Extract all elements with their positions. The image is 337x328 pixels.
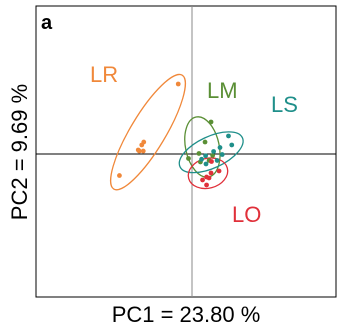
group-label-lr: LR xyxy=(90,62,118,87)
panel-label: a xyxy=(41,12,53,34)
point-ls-1 xyxy=(226,133,231,139)
point-lm-4 xyxy=(210,153,216,158)
group-label-ls: LS xyxy=(271,92,298,117)
point-lo-5 xyxy=(204,182,209,188)
point-lo-6 xyxy=(200,177,205,183)
point-ls-6 xyxy=(199,156,205,162)
score-points xyxy=(117,81,235,188)
point-ls-4 xyxy=(211,149,217,154)
point-ls-7 xyxy=(203,161,209,167)
group-label-lo: LO xyxy=(232,202,261,227)
point-lr-3 xyxy=(139,142,145,148)
point-ls-8 xyxy=(214,158,220,163)
point-ls-5 xyxy=(203,153,209,159)
point-lo-2 xyxy=(216,168,222,174)
ellipse-lo xyxy=(187,157,229,190)
point-lo-7 xyxy=(206,175,212,181)
point-lo-3 xyxy=(208,170,214,176)
ellipse-ls xyxy=(178,131,244,174)
x-axis-label: PC1 = 23.80 % xyxy=(112,302,261,327)
point-lr-7 xyxy=(117,173,122,178)
point-ls-2 xyxy=(229,142,235,148)
point-ls-9 xyxy=(219,152,225,157)
group-label-lm: LM xyxy=(207,78,238,103)
point-lr-6 xyxy=(136,148,142,154)
point-lr-5 xyxy=(140,148,146,154)
point-lo-1 xyxy=(209,159,214,164)
y-axis-label: PC2 = 9.69 % xyxy=(7,84,32,220)
point-lm-1 xyxy=(208,119,214,125)
point-ls-3 xyxy=(217,145,223,150)
ellipse-lr xyxy=(110,73,186,191)
plot-frame xyxy=(35,5,337,298)
point-lr-1 xyxy=(175,81,181,87)
point-lm-5 xyxy=(186,156,191,161)
confidence-ellipses xyxy=(110,73,244,191)
point-lm-3 xyxy=(196,151,202,156)
point-lm-2 xyxy=(202,139,208,145)
